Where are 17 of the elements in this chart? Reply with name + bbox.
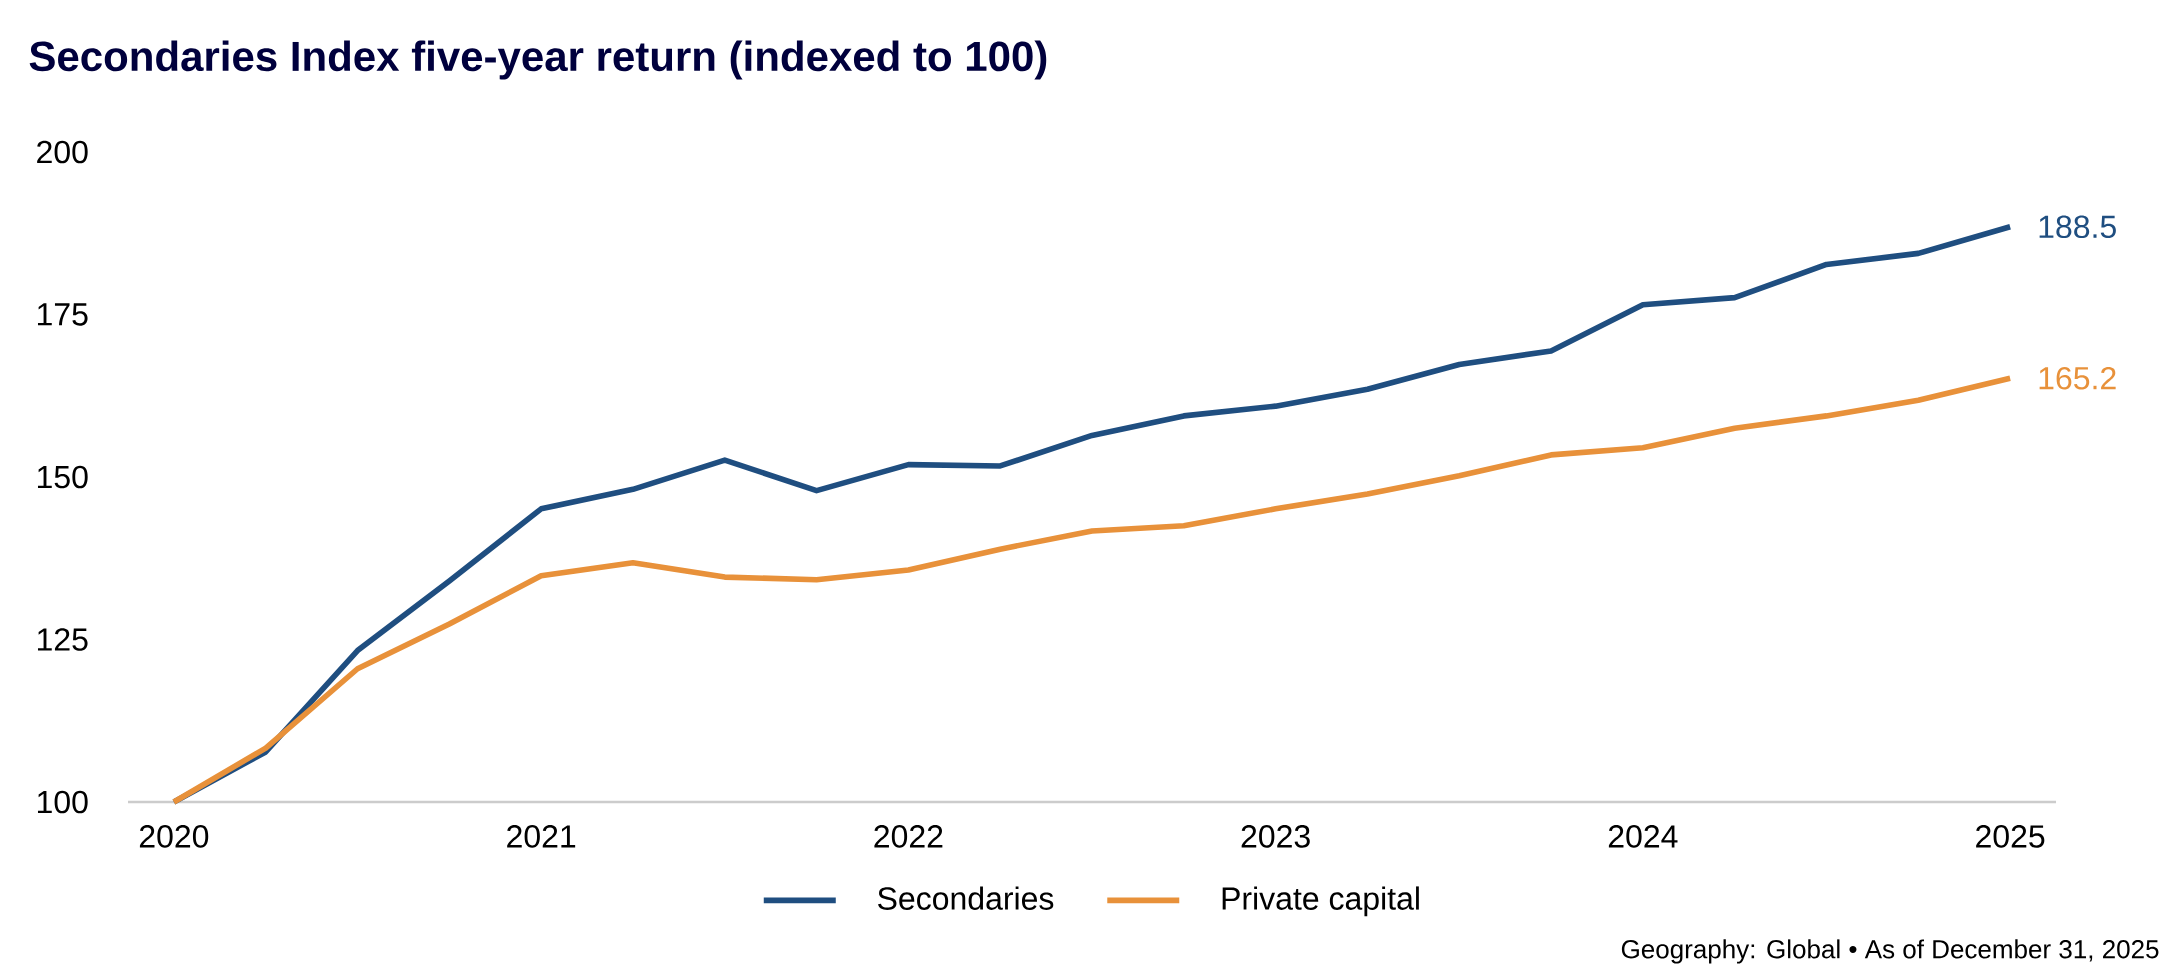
x-tick-label: 2023	[1241, 825, 1310, 848]
x-tick-label: 2022	[874, 825, 943, 848]
x-tick-label: 2021	[507, 825, 576, 848]
chart-title: Secondaries Index five-year return (indexed to 100)	[29, 40, 1047, 80]
y-tick-label: 200	[37, 140, 88, 164]
x-tick-label: 2020	[139, 825, 209, 848]
y-tick-label: 175	[37, 303, 88, 326]
x-tick-label: 2024	[1608, 825, 1678, 848]
y-tick-label: 150	[37, 465, 88, 489]
legend-label: Secondaries	[878, 886, 1054, 910]
data-label: 165.2	[2039, 366, 2116, 390]
data-label: 188.5	[2039, 215, 2116, 239]
text: Geography: Global • As of December 31, 2025	[1621, 939, 2159, 964]
legend-label: Private capital	[1222, 886, 1419, 917]
x-tick-label: 2025	[1976, 825, 2045, 848]
y-tick-label: 125	[37, 628, 88, 651]
y-tick-label: 100	[37, 790, 88, 814]
